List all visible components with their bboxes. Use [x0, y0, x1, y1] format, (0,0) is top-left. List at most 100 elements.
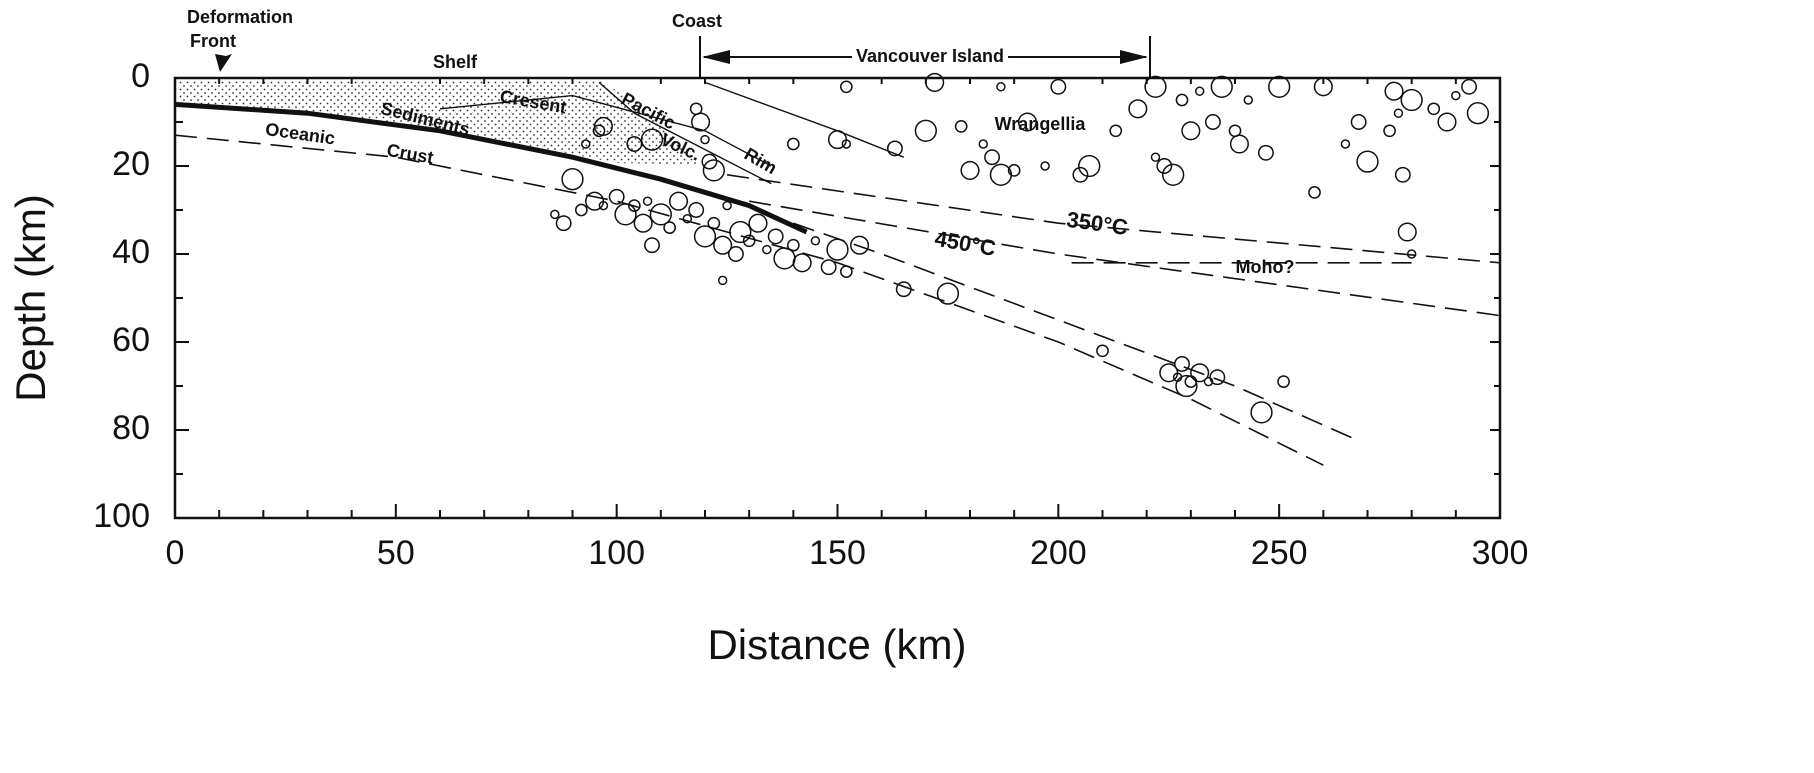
earthquake — [1175, 374, 1198, 398]
y-tick-label: 100 — [93, 497, 150, 535]
x-tick-label: 250 — [1251, 534, 1308, 572]
earthquake — [810, 236, 821, 246]
y-tick-label: 20 — [112, 145, 150, 183]
earthquake — [954, 120, 968, 133]
earthquake — [1406, 249, 1417, 259]
earthquake — [1397, 222, 1417, 242]
earthquake — [996, 82, 1006, 92]
earthquake — [762, 244, 772, 255]
annotation: Oceanic — [264, 119, 336, 149]
earthquake — [1229, 134, 1249, 154]
earthquake — [627, 199, 641, 212]
x-tick-label: 150 — [809, 534, 866, 572]
earthquake — [1356, 150, 1379, 173]
earthquake — [1050, 78, 1067, 95]
boundary-line — [726, 174, 1501, 264]
earthquake — [1340, 139, 1351, 149]
earthquake — [702, 159, 725, 182]
x-tick-label: 100 — [588, 534, 645, 572]
earthquake — [839, 80, 853, 94]
earthquake — [936, 282, 960, 305]
earthquake — [707, 216, 721, 230]
earthquake — [592, 124, 606, 138]
earthquake — [1313, 77, 1333, 97]
earthquake — [700, 134, 710, 145]
earthquake — [642, 196, 653, 206]
earthquake — [1250, 401, 1273, 424]
earthquake — [1072, 166, 1089, 183]
earthquake — [1128, 99, 1148, 119]
earthquake — [786, 137, 800, 151]
earthquake — [1394, 166, 1411, 183]
earthquake — [682, 214, 693, 224]
earthquake — [841, 139, 852, 149]
sediment-wedge — [178, 80, 700, 165]
x-tick-label: 50 — [377, 534, 415, 572]
earthquake — [748, 213, 768, 233]
plot-frame — [173, 76, 1502, 520]
earthquake — [717, 275, 728, 286]
earthquake — [1156, 158, 1173, 174]
earthquake — [1268, 75, 1291, 98]
x-tick-label: 0 — [166, 534, 185, 572]
earthquake — [820, 259, 837, 276]
y-tick-label: 80 — [112, 409, 150, 447]
earthquake — [1078, 154, 1101, 178]
earthquake — [663, 221, 677, 234]
front-marker — [215, 54, 232, 72]
earthquake — [1181, 121, 1201, 141]
earthquake — [839, 265, 853, 278]
earthquake — [644, 237, 660, 254]
earthquake — [925, 72, 945, 92]
arrow-head — [702, 50, 730, 64]
y-tick-label: 40 — [112, 233, 150, 271]
earthquake — [1040, 161, 1050, 171]
annotation: 450°C — [933, 226, 998, 261]
earthquake — [649, 203, 672, 226]
earthquake — [984, 149, 1001, 166]
earthquake — [561, 168, 584, 191]
annotation: Coast — [672, 11, 722, 31]
earthquake — [1096, 344, 1109, 358]
label-bg — [851, 45, 1009, 66]
earthquake — [1017, 112, 1037, 132]
earthquake — [989, 163, 1013, 186]
earthquake — [786, 238, 800, 252]
earthquake — [767, 228, 784, 245]
earthquake — [593, 116, 613, 136]
earthquake — [826, 238, 849, 261]
earthquake — [914, 119, 937, 142]
earthquake — [1184, 375, 1198, 388]
boundary-line — [174, 134, 1324, 466]
earthquake — [742, 234, 756, 248]
boundary-line — [174, 101, 808, 235]
annotation: Shelf — [433, 52, 478, 72]
y-tick-label: 0 — [131, 57, 150, 95]
earthquake — [1383, 124, 1396, 138]
earthquake — [668, 191, 689, 211]
y-tick-label: 60 — [112, 321, 150, 359]
boundary-line — [793, 222, 1355, 440]
earthquake — [1384, 81, 1404, 101]
earthquake — [1174, 356, 1190, 372]
earthquake — [585, 191, 605, 211]
x-tick-label: 300 — [1472, 534, 1529, 572]
earthquake — [722, 200, 732, 211]
earthquake — [978, 139, 988, 149]
earthquake — [1461, 78, 1478, 95]
earthquake — [1308, 186, 1321, 199]
annotation: Moho? — [1236, 257, 1295, 277]
earthquake — [1144, 75, 1167, 98]
earthquake — [727, 246, 744, 262]
earthquake — [608, 188, 625, 205]
earthquake — [691, 112, 711, 132]
earthquake — [1175, 93, 1189, 107]
earthquake — [960, 160, 980, 180]
earthquake — [895, 281, 912, 298]
earthquake — [1243, 95, 1253, 105]
boundary-line — [439, 94, 772, 167]
earthquake — [555, 215, 572, 232]
earthquake — [614, 203, 637, 226]
earthquake — [626, 136, 643, 152]
